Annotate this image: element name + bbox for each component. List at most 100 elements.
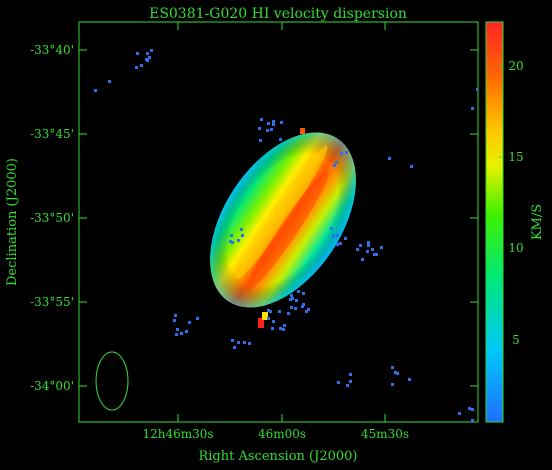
map-frame [78,21,479,423]
ra-tick-label: 45m30s [361,427,409,441]
noise-pixel [237,239,240,242]
noise-pixel [287,312,290,315]
noise-pixel [476,88,478,91]
noise-pixel [294,307,297,310]
noise-pixel [337,381,340,384]
noise-pixel [471,107,474,110]
noise-pixel [280,121,283,124]
dec-tick-label: -34°00' [30,379,74,393]
noise-pixel [336,243,339,246]
x-axis-label: Right Ascension (J2000) [198,449,357,464]
noise-pixel [271,327,274,330]
noise-pixel [279,138,282,141]
noise-pixel [196,317,199,320]
noise-pixel [408,378,411,381]
noise-pixel [344,237,347,240]
noise-pixel [367,241,370,244]
beam-ellipse [95,351,129,411]
noise-pixel [148,56,151,59]
noise-pixel [94,89,97,92]
noise-pixel [290,294,293,297]
noise-pixel [339,242,342,245]
noise-pixel [233,346,236,349]
noise-pixel [356,248,359,251]
noise-pixel [371,248,374,251]
noise-pixel [282,328,285,331]
noise-pixel [361,258,364,261]
noise-pixel [458,412,461,415]
noise-pixel [278,310,281,313]
noise-pixel [346,384,349,387]
noise-pixel [335,161,338,164]
noise-pixel [266,129,269,132]
noise-pixel [302,303,305,306]
noise-pixel [185,330,188,333]
noise-pixel [380,246,383,249]
noise-pixel [471,419,474,422]
colorbar-tick-label: 15 [508,150,523,164]
noise-pixel [272,123,275,126]
noise-pixel [270,128,273,131]
noise-pixel [468,407,471,410]
noise-pixel [269,310,272,313]
noise-pixel [243,341,246,344]
noise-pixel [410,165,413,168]
noise-pixel [471,408,474,411]
noise-pixel [391,366,394,369]
noise-pixel [259,139,262,142]
noise-pixel [279,327,282,330]
noise-pixel [145,58,148,61]
noise-pixel [229,240,232,243]
dec-tick-label: -33°45' [30,127,74,141]
noise-pixel [188,321,191,324]
noise-pixel [283,324,286,327]
noise-pixel [260,118,263,121]
noise-pixel [272,320,275,323]
dec-tick-label: -33°50' [30,211,74,225]
noise-pixel [231,339,234,342]
noise-pixel [332,235,335,238]
ra-tick-label: 12h46m30s [142,427,213,441]
noise-pixel [367,244,370,247]
noise-pixel [375,253,378,256]
noise-pixel [297,290,300,293]
noise-pixel [135,66,138,69]
noise-pixel [291,297,294,300]
noise-pixels [94,49,478,422]
noise-pixel [175,333,178,336]
noise-pixel [396,372,399,375]
noise-pixel [336,234,339,237]
noise-pixel [237,341,240,344]
noise-pixel [340,152,343,155]
noise-pixel [267,309,270,312]
dec-tick-label: -33°40' [30,43,74,57]
noise-pixel [305,310,308,313]
noise-pixel [302,292,305,295]
noise-pixel [140,64,143,67]
noise-pixel [295,299,298,302]
noise-pixel [373,253,376,256]
noise-pixel [176,328,179,331]
dec-tick-label: -33°55' [30,295,74,309]
noise-pixel [366,250,369,253]
noise-pixel [388,157,391,160]
noise-pixel [349,373,352,376]
noise-pixel [231,241,234,244]
ra-tick-label: 46m00s [258,427,306,441]
colorbar [485,21,504,423]
noise-pixel [307,308,310,311]
noise-pixel [330,227,333,230]
noise-pixel [150,49,153,52]
noise-pixel [258,127,261,130]
noise-pixel [146,52,149,55]
noise-pixel [391,383,394,386]
noise-pixel [333,164,336,167]
noise-pixel [359,244,362,247]
noise-pixel [136,52,139,55]
noise-pixel [267,122,270,125]
noise-pixel [230,234,233,237]
noise-pixel [240,228,243,231]
colorbar-tick-label: 10 [508,241,523,255]
ra-axis [177,22,386,422]
noise-pixel [272,120,275,123]
